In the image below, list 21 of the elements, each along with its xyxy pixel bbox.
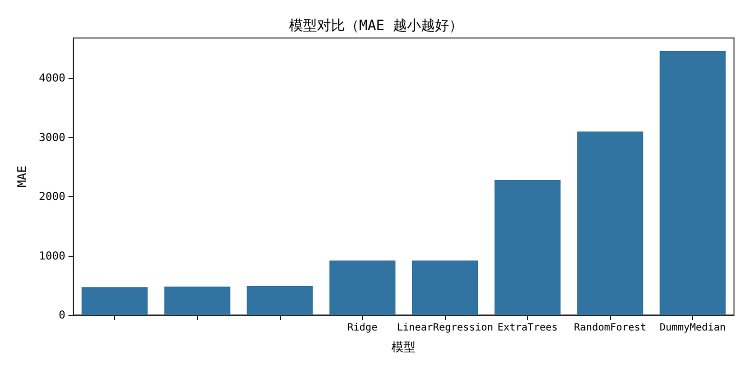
x-tick-label: ExtraTrees: [497, 322, 558, 334]
bar: [329, 260, 396, 315]
x-tick-label: Ridge: [347, 322, 378, 334]
y-tick-label: 0: [58, 308, 66, 322]
bar: [660, 51, 726, 315]
x-axis-title: 模型: [392, 340, 416, 354]
y-tick-label: 3000: [38, 130, 66, 144]
y-tick-label: 2000: [38, 190, 66, 204]
bar: [82, 287, 148, 315]
bar: [494, 180, 561, 315]
bar: [577, 132, 644, 315]
y-tick-label: 4000: [38, 72, 66, 85]
x-tick-label: DummyMedian: [660, 322, 726, 334]
y-axis-title: MAE: [15, 166, 29, 188]
x-tick-label: LinearRegression: [396, 322, 494, 334]
bar: [164, 286, 230, 315]
x-tick-label: RandomForest: [574, 322, 646, 334]
y-tick-label: 1000: [38, 249, 66, 262]
bar: [246, 286, 313, 315]
bar: [412, 260, 478, 315]
chart-title: 模型对比（MAE 越小越好）: [289, 18, 463, 34]
